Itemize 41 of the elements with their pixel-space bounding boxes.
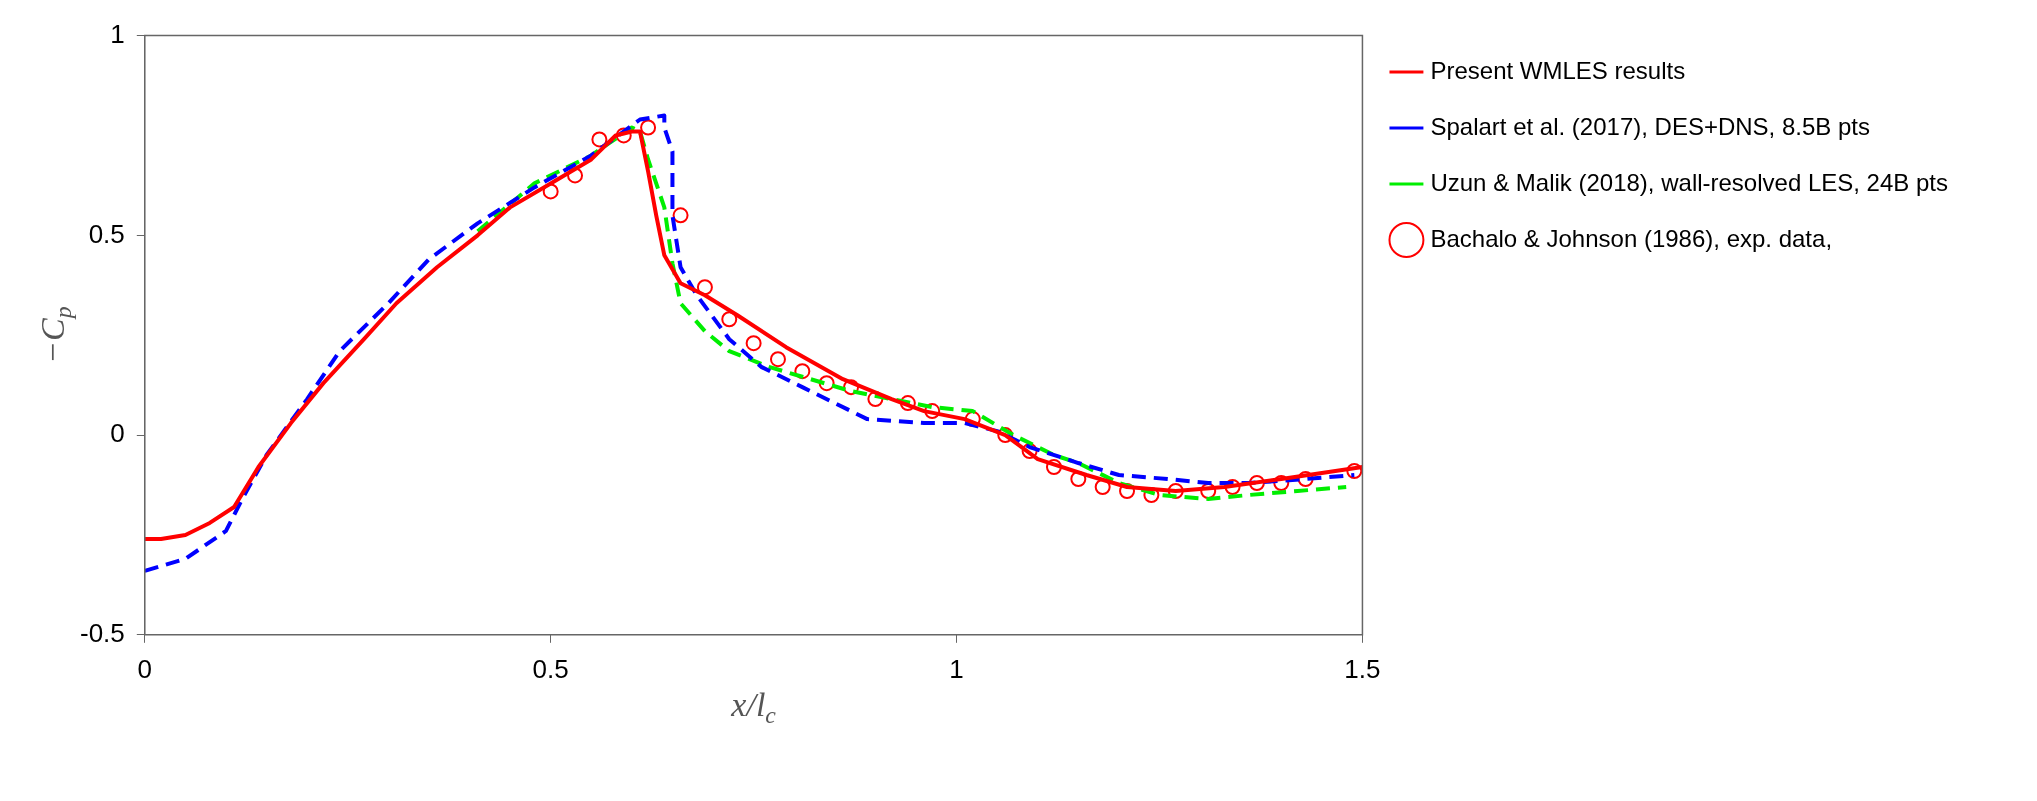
x-tick-label: 0 [137,653,153,684]
point [1070,471,1087,488]
y-axis-title: −Cp [33,306,77,364]
point [1346,463,1363,480]
point [542,183,559,200]
legend-label: Bachalo & Johnson (1986), exp. data, [1430,224,1833,252]
point [899,395,916,412]
point [567,167,584,184]
point [721,311,738,328]
point [843,379,860,396]
point [1248,475,1265,491]
y-tick-label: 1 [110,18,125,49]
point [1167,482,1184,499]
x-tick-label: 1 [949,653,964,684]
point [818,375,835,392]
point [1297,471,1314,488]
point [591,131,608,148]
point [794,363,811,380]
point [1094,479,1111,495]
legend-label: Spalart et al. (2017), DES+DNS, 8.5B pts [1430,112,1870,140]
point [1045,459,1062,476]
legend-label: Present WMLES results [1430,56,1686,84]
y-tick-label: -0.5 [79,617,125,648]
point [867,391,884,408]
point [640,119,657,136]
point [924,403,941,420]
point [615,127,632,144]
point [1119,482,1136,499]
point [1224,479,1241,495]
point [696,279,713,296]
point [745,335,762,352]
point [1021,443,1038,460]
y-tick-label: 0 [110,418,125,449]
point [1273,475,1290,491]
legend-label: Uzun & Malik (2018), wall-resolved LES, 24B pts [1430,168,1948,196]
point [672,207,689,224]
x-tick-label: 0.5 [532,653,569,684]
y-tick-label: 0.5 [88,218,125,249]
point [769,351,786,368]
x-tick-label: 1.5 [1344,653,1381,684]
point [1200,482,1217,499]
